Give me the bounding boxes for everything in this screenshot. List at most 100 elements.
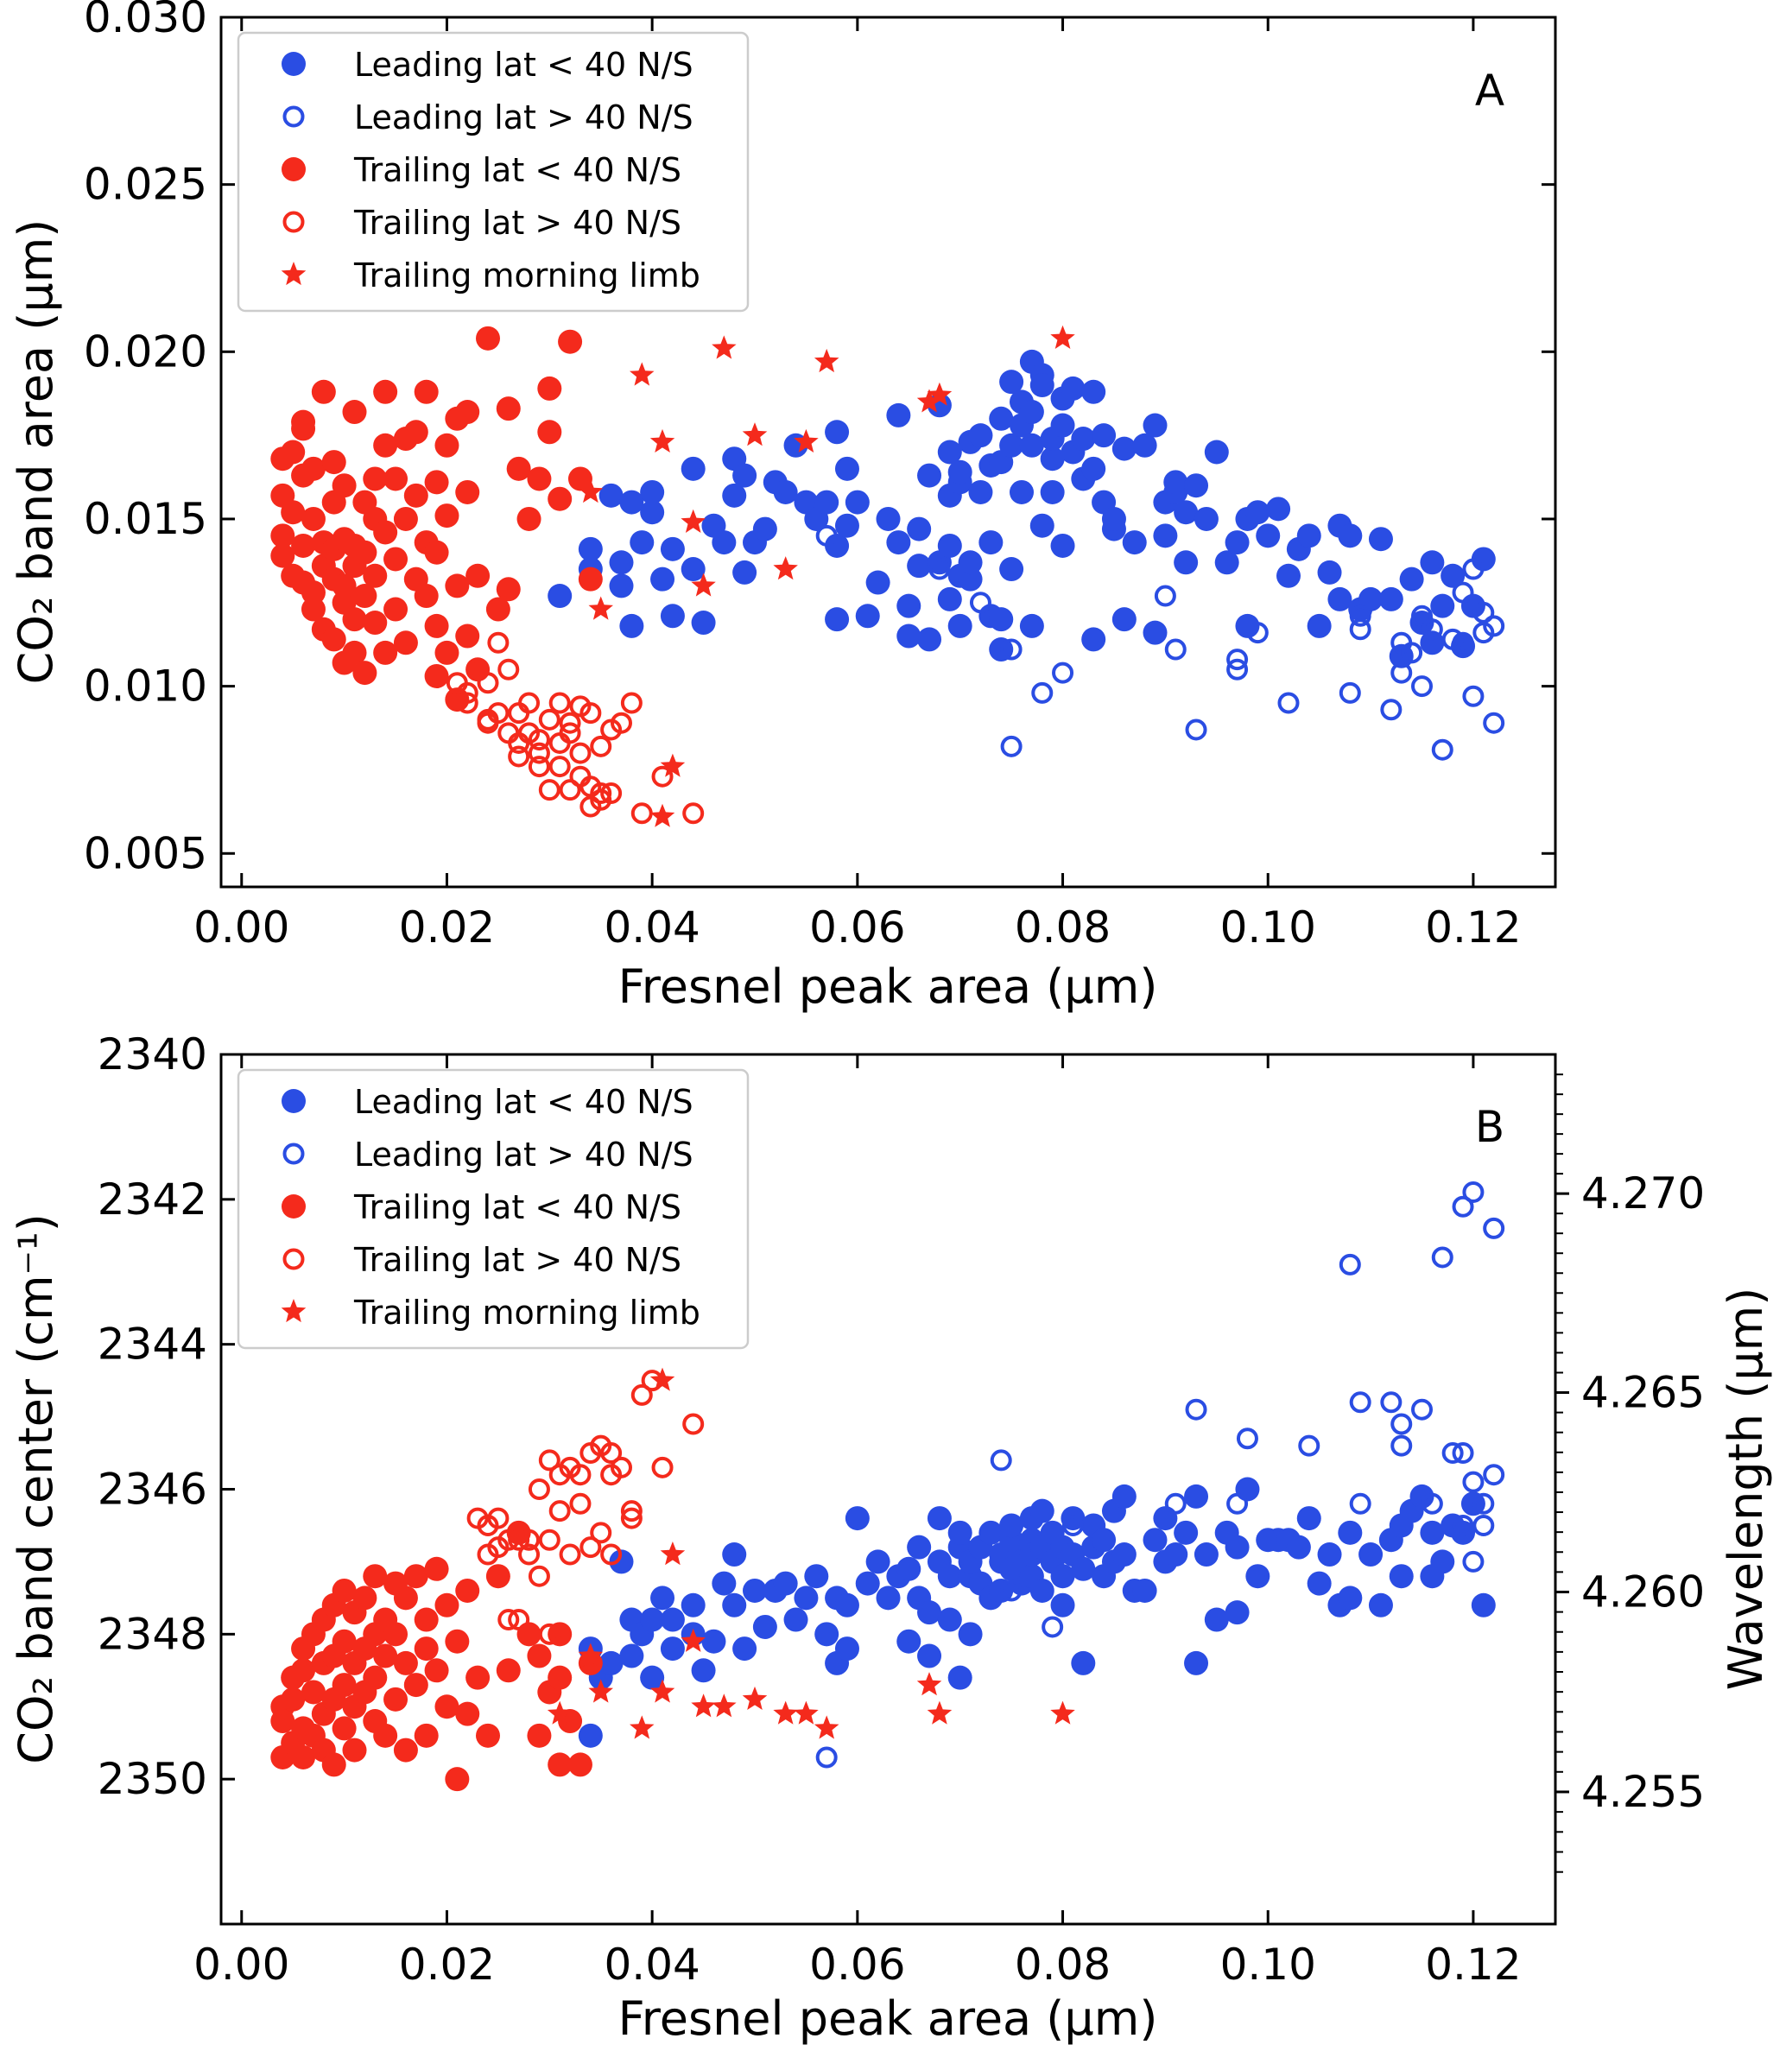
data-point (876, 506, 901, 531)
data-point (1050, 1592, 1075, 1617)
data-point (393, 1650, 418, 1675)
data-point (937, 1564, 962, 1589)
legend: Leading lat < 40 N/S Leading lat > 40 N/S… (237, 31, 750, 313)
data-point (1483, 712, 1505, 734)
data-point (722, 483, 747, 508)
data-point (466, 658, 489, 681)
data-point (917, 1643, 942, 1668)
data-point (681, 509, 706, 533)
data-point (455, 624, 480, 649)
data-point (403, 420, 428, 445)
data-point (1358, 586, 1384, 611)
data-point (1430, 1549, 1455, 1574)
data-point (579, 1536, 602, 1559)
data-point (1225, 1600, 1250, 1625)
y2-tick-label: 4.260 (1581, 1567, 1705, 1617)
data-point (538, 1623, 560, 1645)
data-point (1441, 563, 1466, 588)
data-point (712, 1571, 737, 1596)
legend-marker (282, 1248, 305, 1270)
data-point (1245, 500, 1270, 525)
data-point (681, 1628, 706, 1652)
x-tick-label: 0.00 (193, 902, 289, 953)
data-point (1349, 1391, 1371, 1414)
data-point (373, 1723, 398, 1748)
data-point (538, 1449, 560, 1472)
y-tick-label: 0.025 (84, 160, 207, 210)
data-point (301, 1680, 326, 1705)
data-point (937, 586, 962, 611)
data-point (558, 329, 583, 354)
data-point (383, 547, 408, 572)
data-point (722, 1542, 747, 1567)
data-point (1081, 456, 1106, 481)
data-point (927, 1700, 953, 1725)
data-point (794, 1586, 819, 1611)
data-point (1472, 1492, 1495, 1515)
data-point (496, 1658, 521, 1683)
data-point (1226, 649, 1249, 671)
data-point (804, 1564, 829, 1589)
legend-label: Trailing morning limb (353, 1294, 700, 1332)
data-point (1081, 627, 1106, 652)
data-point (393, 1738, 418, 1763)
data-point (1163, 470, 1188, 495)
data-point (1327, 586, 1352, 611)
data-point (815, 1746, 838, 1769)
data-point (403, 483, 428, 508)
x-tick-label: 0.10 (1220, 902, 1316, 953)
data-point (896, 1556, 921, 1581)
data-point (1235, 1477, 1260, 1502)
data-point (896, 624, 921, 649)
data-point (363, 563, 388, 588)
data-point (1185, 718, 1207, 741)
data-point (538, 1529, 560, 1551)
data-point (373, 520, 398, 545)
data-point (1349, 618, 1371, 641)
data-point (1462, 1181, 1485, 1203)
data-point (1040, 446, 1065, 472)
data-point (886, 530, 911, 555)
y-tick-label: 2350 (98, 1754, 207, 1804)
data-point (1451, 634, 1476, 659)
data-point (332, 1578, 357, 1603)
data-point (456, 692, 478, 714)
data-point (281, 500, 306, 525)
data-point (567, 1752, 592, 1777)
data-point (548, 1665, 573, 1690)
data-point (712, 530, 737, 555)
data-point (1471, 547, 1496, 572)
data-point (1010, 479, 1034, 504)
data-point (414, 584, 439, 609)
data-point (1317, 560, 1342, 585)
data-point (649, 803, 675, 827)
data-point (1339, 681, 1361, 704)
data-point (1411, 605, 1433, 627)
data-point (465, 1665, 491, 1690)
data-point (845, 490, 870, 515)
data-point (497, 1529, 520, 1551)
data-point (609, 573, 634, 598)
data-point (1472, 601, 1495, 624)
data-point (559, 1543, 581, 1566)
data-point (445, 1767, 470, 1792)
panel-b-markers (270, 1181, 1505, 1792)
data-point (1000, 1579, 1023, 1602)
data-point (518, 1529, 541, 1551)
data-point (487, 702, 510, 725)
data-point (712, 335, 737, 359)
data-point (834, 456, 859, 481)
data-point (968, 423, 993, 448)
data-point (1050, 1564, 1075, 1589)
data-point (1462, 685, 1485, 707)
y-tick-label: 0.005 (84, 828, 207, 878)
data-point (548, 1752, 573, 1777)
data-point (1380, 1391, 1403, 1414)
data-point (578, 1650, 603, 1675)
data-point (281, 1687, 306, 1712)
data-point (1296, 1506, 1321, 1531)
data-point (1378, 586, 1403, 611)
data-point (937, 1607, 962, 1632)
data-point (383, 1687, 408, 1712)
panel-a: 0.00 0.02 0.04 0.06 0.08 0.10 0.12 0.005 0.010 0.… (9, 0, 1557, 1014)
